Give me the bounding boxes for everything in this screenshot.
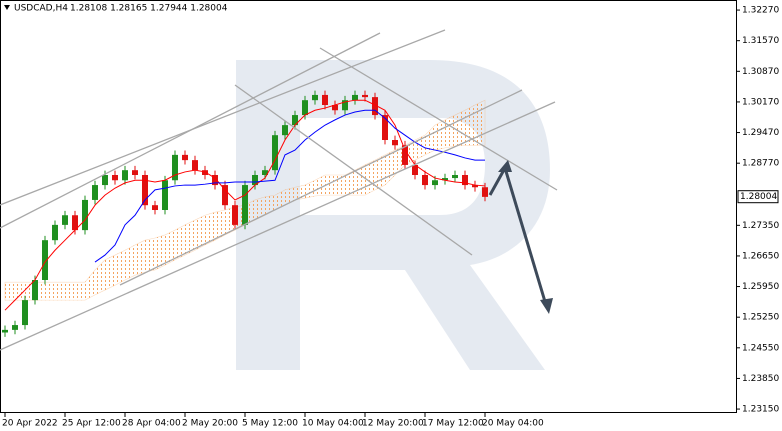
x-tick-label: 25 Apr 12:00 [62, 419, 121, 429]
x-tick-label: 17 May 12:00 [422, 419, 484, 429]
x-tick-label: 12 May 20:00 [362, 419, 424, 429]
y-tick-label: 1.25950 [742, 282, 779, 292]
candle-body [212, 175, 218, 186]
y-tick-label: 1.29470 [742, 128, 779, 138]
y-tick-label: 1.30170 [742, 97, 779, 107]
candle-body [242, 185, 248, 225]
candle-body [112, 175, 118, 181]
candle-body [172, 154, 178, 181]
x-tick-label: 20 May 04:00 [482, 419, 544, 429]
y-tick-label: 1.23850 [742, 374, 779, 384]
candle-body [352, 94, 358, 101]
candle-body [132, 170, 138, 175]
candle-body [142, 175, 148, 206]
candle-body [52, 224, 58, 241]
candle-body [192, 160, 198, 171]
candle-body [82, 199, 88, 231]
indicator-line [4, 99, 486, 311]
candle-body [232, 205, 238, 225]
candle-body [402, 145, 408, 165]
ohlc-readout: 1.28108 1.28165 1.27944 1.28004 [70, 4, 228, 14]
candle-body [182, 154, 188, 161]
candle-body [382, 115, 388, 140]
x-tick-label: 20 Apr 2022 [2, 419, 58, 429]
candle-body [92, 185, 98, 200]
candle-body [22, 300, 28, 326]
candle-body [152, 205, 158, 210]
menu-triangle [4, 5, 10, 10]
candle-body [342, 100, 348, 111]
indicator-line [94, 109, 485, 263]
y-tick-label: 1.23150 [742, 405, 779, 415]
candle-body [272, 135, 278, 171]
candle-body [292, 115, 298, 126]
candle-body [482, 187, 488, 197]
candle-body [32, 280, 38, 301]
candle-body [282, 125, 288, 136]
candle-body [362, 94, 368, 98]
x-tick-label: 28 Apr 04:00 [122, 419, 181, 429]
x-tick-label: 5 May 12:00 [242, 419, 298, 429]
candle-body [122, 170, 128, 181]
candle-body [422, 175, 428, 186]
candle-body [262, 170, 268, 175]
candle-body [302, 100, 308, 116]
y-tick-label: 1.30870 [742, 67, 779, 77]
candle-body [12, 325, 18, 330]
candle-body [252, 175, 258, 186]
y-tick-label: 1.25250 [742, 313, 779, 323]
candle-body [72, 215, 78, 231]
last-price-box [737, 190, 779, 204]
candle-body [462, 175, 468, 186]
x-tick-label: 10 May 04:00 [302, 419, 364, 429]
candle-body [202, 170, 208, 175]
candle-body [472, 185, 478, 188]
trend-lines [0, 29, 558, 351]
candle-body [322, 94, 328, 105]
candle-body [432, 180, 438, 186]
candle-body [102, 175, 108, 186]
candle-body [62, 215, 68, 225]
cloud [4, 99, 486, 301]
candle-body [392, 140, 398, 146]
last-price-label: 1.28004 [740, 192, 777, 202]
candle-body [162, 180, 168, 210]
chart-title: USDCAD,H4 [14, 4, 68, 14]
candle-body [442, 178, 448, 181]
y-tick-label: 1.28770 [742, 159, 779, 169]
candle-body [42, 240, 48, 280]
x-tick-label: 2 May 20:00 [182, 419, 238, 429]
candle-body [452, 175, 458, 179]
y-tick-label: 1.31570 [742, 36, 779, 46]
y-tick-label: 1.24550 [742, 343, 779, 353]
candle-body [312, 94, 318, 101]
y-tick-label: 1.27350 [742, 221, 779, 231]
candle-body [412, 164, 418, 175]
plot-frame [0, 0, 737, 413]
forecast-arrow [488, 160, 553, 314]
candle-body [372, 97, 378, 116]
watermark-logo [236, 60, 550, 370]
y-tick-label: 1.26650 [742, 251, 779, 261]
candle-body [2, 329, 8, 333]
candle-body [332, 105, 338, 111]
y-tick-label: 1.32270 [742, 6, 779, 16]
candle-body [222, 185, 228, 206]
